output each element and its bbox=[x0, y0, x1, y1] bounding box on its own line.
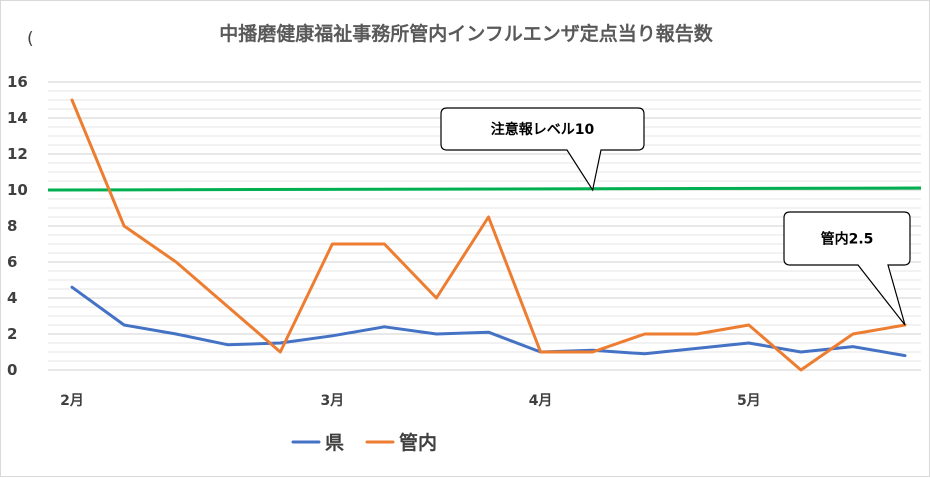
x-tick-label: 5月 bbox=[737, 393, 761, 409]
callout-label: 管内2.5 bbox=[821, 231, 874, 248]
grid-lines bbox=[48, 81, 921, 371]
series-line-prefecture bbox=[70, 285, 907, 358]
legend: 県 管内 bbox=[291, 431, 437, 454]
callouts: 注意報レベル10 管内2.5 bbox=[440, 107, 911, 326]
x-tick-label: 2月 bbox=[60, 393, 84, 409]
series-lines bbox=[70, 98, 907, 372]
y-tick-label: 0 bbox=[7, 361, 17, 379]
series-line-district bbox=[70, 98, 907, 372]
chart-title: 中播磨健康福祉事務所管内インフルエンザ定点当り報告数 bbox=[219, 22, 713, 45]
title-prefix: ( bbox=[27, 29, 34, 49]
y-tick-label: 2 bbox=[7, 325, 17, 343]
legend-label: 管内 bbox=[399, 431, 437, 454]
y-tick-label: 8 bbox=[7, 217, 17, 235]
legend-label: 県 bbox=[325, 432, 344, 454]
y-axis: 0 2 4 6 8 10 12 14 16 bbox=[7, 73, 28, 379]
threshold-line-path bbox=[47, 186, 922, 192]
y-tick-label: 10 bbox=[7, 181, 28, 199]
y-tick-label: 16 bbox=[7, 73, 28, 91]
x-tick-label: 4月 bbox=[529, 393, 553, 409]
y-tick-label: 6 bbox=[7, 253, 17, 271]
y-tick-label: 14 bbox=[7, 109, 28, 127]
x-tick-label: 3月 bbox=[320, 393, 344, 409]
threshold-line bbox=[47, 186, 922, 192]
callout-box bbox=[783, 211, 911, 326]
y-tick-label: 4 bbox=[7, 289, 17, 307]
x-axis: 2月 3月 4月 5月 bbox=[60, 393, 761, 409]
callout-label: 注意報レベル10 bbox=[491, 121, 595, 138]
callout-box bbox=[440, 107, 645, 192]
y-tick-label: 12 bbox=[7, 145, 28, 163]
